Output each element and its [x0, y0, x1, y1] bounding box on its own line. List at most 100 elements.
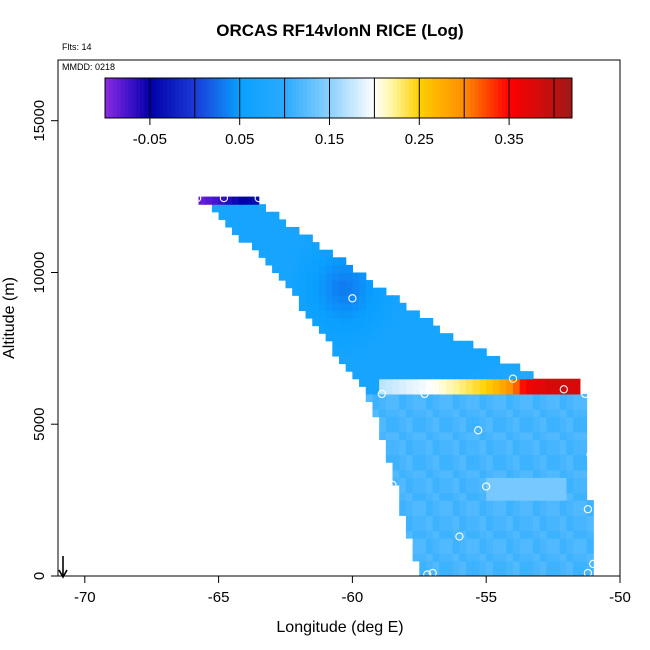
heatmap-cell [419, 447, 427, 456]
heatmap-cell [499, 462, 507, 471]
heatmap-cell [211, 196, 220, 205]
heatmap-cell [278, 257, 287, 266]
colorbar-segment [540, 78, 546, 118]
heatmap-cell [385, 340, 394, 349]
heatmap-cell [506, 522, 514, 532]
heatmap-cell [292, 226, 300, 236]
heatmap-cell [298, 272, 307, 281]
heatmap-cell [579, 454, 588, 463]
heatmap-cell [553, 462, 561, 471]
heatmap-cell [439, 393, 447, 403]
heatmap-cell [519, 500, 527, 509]
heatmap-cell [412, 318, 420, 327]
heatmap-cell [573, 538, 581, 547]
heatmap-cell [459, 416, 467, 425]
heatmap-cell [559, 477, 568, 486]
heatmap-cell [526, 431, 534, 441]
heatmap-cell [385, 348, 394, 357]
heatmap-cell [573, 553, 581, 562]
heatmap-cell [412, 355, 420, 365]
heatmap-cell [486, 401, 494, 410]
heatmap-cell [432, 355, 440, 365]
heatmap-cell [365, 371, 374, 380]
colorbar-segment [529, 78, 534, 118]
heatmap-cell [365, 378, 374, 387]
heatmap-cell [446, 333, 454, 342]
colorbar-segment [303, 78, 308, 118]
heatmap-cell [292, 249, 300, 258]
heatmap-cell [512, 424, 521, 433]
heatmap-cell [419, 363, 427, 372]
heatmap-cell [231, 219, 240, 228]
heatmap-cell [399, 325, 407, 334]
heatmap-cell [539, 484, 547, 494]
colorbar-segment [525, 78, 530, 118]
colorbar-segment [276, 78, 281, 118]
heatmap-cell [472, 469, 481, 478]
colorbar-segment [560, 78, 565, 118]
heatmap-cell [486, 515, 494, 524]
heatmap-cell [446, 469, 454, 478]
heatmap-cell [566, 462, 574, 471]
heatmap-cell [379, 393, 387, 403]
heatmap-cell [499, 409, 507, 418]
heatmap-cell [546, 477, 554, 486]
heatmap-cell [566, 439, 574, 448]
heatmap-cell [245, 211, 253, 220]
heatmap-cell [405, 325, 414, 334]
heatmap-cell [533, 393, 541, 403]
colorbar-segment [509, 78, 515, 118]
heatmap-cell [546, 553, 554, 562]
heatmap-cell [359, 378, 367, 387]
heatmap-cell [573, 469, 581, 478]
heatmap-cell [492, 447, 501, 456]
heatmap-cell [372, 310, 380, 319]
heatmap-cell [459, 530, 467, 539]
heatmap-cell [432, 560, 440, 570]
heatmap-cell [399, 462, 407, 471]
heatmap-cell [486, 454, 494, 463]
heatmap-cell [352, 318, 360, 327]
heatmap-cell [519, 492, 527, 501]
heatmap-cell [392, 439, 400, 448]
heatmap-cell [405, 386, 414, 395]
heatmap-cell [573, 507, 581, 516]
heatmap-cell [446, 530, 454, 539]
heatmap-cell [419, 416, 427, 425]
heatmap-cell [325, 280, 333, 289]
heatmap-cell [533, 416, 541, 425]
heatmap-cell [452, 348, 461, 357]
heatmap-cell [272, 242, 280, 251]
heatmap-cell [486, 416, 494, 425]
colorbar-segment [451, 78, 456, 118]
flight-point [455, 532, 464, 541]
heatmap-cell [472, 507, 481, 516]
heatmap-cell [245, 234, 253, 243]
heatmap-cell [579, 431, 588, 441]
heatmap-cell [432, 333, 440, 342]
heatmap-cell [425, 378, 434, 387]
heatmap-cell [412, 371, 420, 380]
heatmap-cell [459, 454, 467, 463]
heatmap-cell [425, 462, 434, 471]
heatmap-cell [519, 371, 527, 380]
heatmap-cell [519, 447, 527, 456]
heatmap-cell [419, 401, 427, 410]
heatmap-cell [559, 515, 568, 524]
colorbar-segment [272, 78, 277, 118]
heatmap-cell [446, 484, 454, 494]
flight-point [292, 193, 301, 203]
colorbar-tick-label: -0.05 [133, 131, 167, 148]
heatmap-cell [218, 204, 226, 213]
heatmap-cell [519, 386, 527, 395]
heatmap-cell [519, 507, 527, 516]
heatmap-cell [405, 522, 414, 532]
heatmap-cell [566, 560, 574, 570]
heatmap-cell [472, 401, 481, 410]
heatmap-cell [446, 340, 454, 349]
heatmap-cell [499, 507, 507, 516]
heatmap-cell [573, 386, 581, 395]
colorbar-segment [140, 78, 145, 118]
heatmap-cell [332, 310, 340, 319]
heatmap-cell [405, 447, 414, 456]
